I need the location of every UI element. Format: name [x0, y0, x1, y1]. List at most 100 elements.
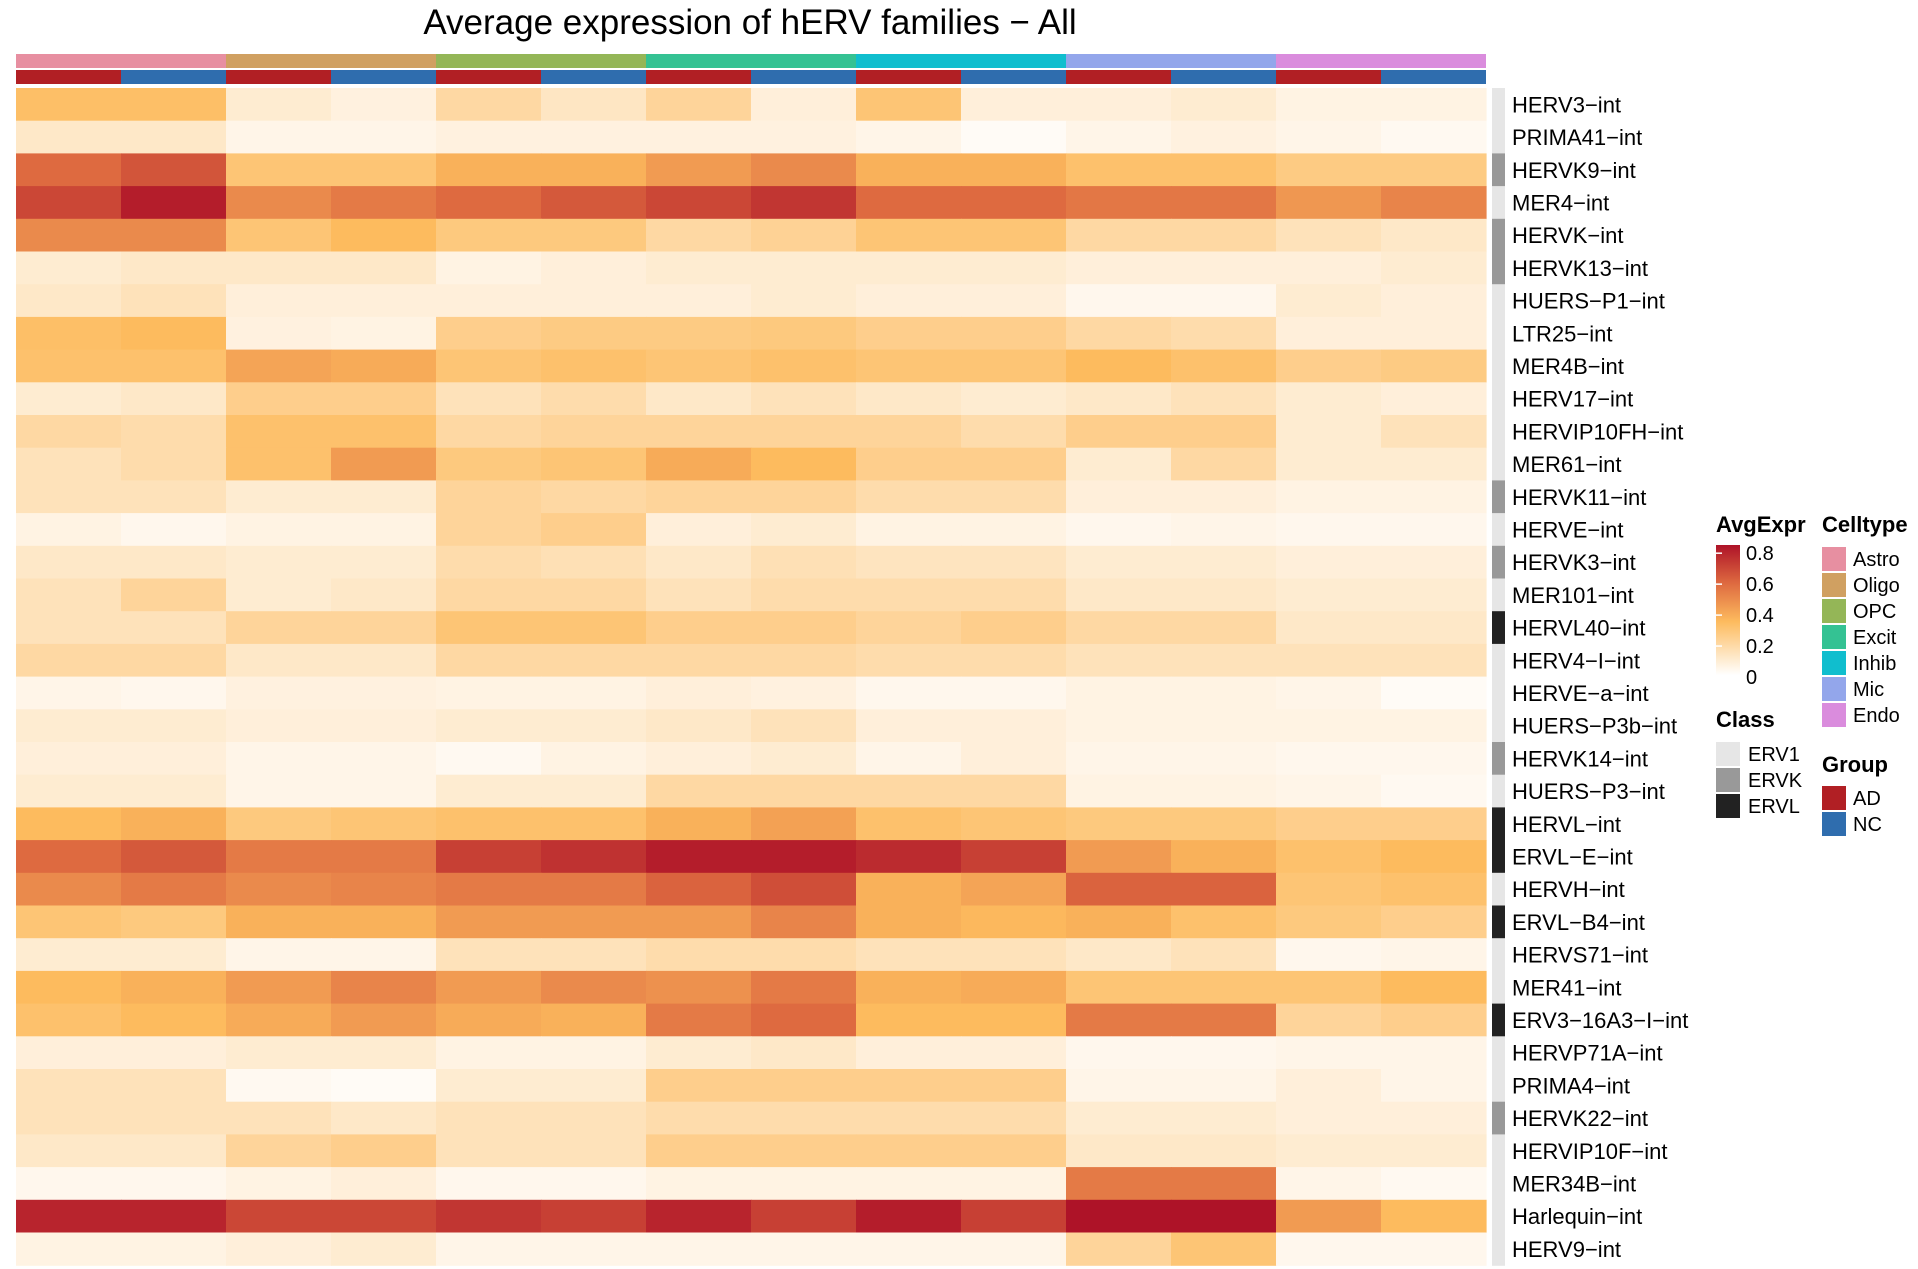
class-bar-cell — [1492, 938, 1505, 972]
heatmap-cell — [1276, 316, 1382, 351]
heatmap-cell — [1381, 1069, 1487, 1103]
celltype-key-swatch — [1822, 677, 1846, 701]
heatmap-cell — [226, 905, 332, 939]
heatmap-cell — [646, 578, 752, 612]
celltype-bar-cell — [121, 54, 226, 68]
heatmap-cell — [961, 774, 1067, 808]
heatmap-cell — [646, 840, 752, 874]
class-bar-cell — [1492, 316, 1505, 351]
heatmap-cell — [1276, 1199, 1382, 1234]
row-label: HERVK14−int — [1512, 746, 1648, 771]
heatmap-cell — [121, 88, 227, 122]
heatmap-cell — [961, 872, 1067, 907]
heatmap-cell — [751, 480, 857, 514]
group-bar-cell — [1381, 70, 1486, 84]
class-bar-cell — [1492, 905, 1505, 939]
heatmap-cell — [1276, 349, 1382, 383]
heatmap-cell — [541, 382, 647, 416]
heatmap-cell — [16, 415, 122, 449]
heatmap-cell — [856, 1167, 962, 1201]
heatmap-cell — [16, 807, 122, 841]
heatmap-cell — [856, 1069, 962, 1103]
group-bar-cell — [16, 70, 121, 84]
heatmap-cell — [751, 513, 857, 547]
row-label: HERVS71−int — [1512, 943, 1648, 968]
heatmap-cell — [751, 88, 857, 122]
heatmap-cell — [436, 120, 542, 154]
group-bar-cell — [121, 70, 226, 84]
row-label: HERV17−int — [1512, 387, 1633, 412]
heatmap-cell — [436, 709, 542, 743]
heatmap-cell — [541, 1232, 647, 1266]
heatmap-cell — [751, 218, 857, 253]
heatmap-cell — [961, 1101, 1067, 1135]
class-bar-cell — [1492, 611, 1505, 645]
heatmap-cell — [436, 1167, 542, 1201]
heatmap-cell — [16, 578, 122, 612]
heatmap-cell — [541, 1003, 647, 1037]
heatmap-cell — [751, 774, 857, 808]
heatmap-cell — [646, 1199, 752, 1234]
class-legend: Class ERV1 ERVK ERVL — [1716, 707, 1803, 818]
heatmap-cell — [1171, 1101, 1277, 1135]
heatmap-cell — [16, 676, 122, 710]
heatmap-cell — [436, 284, 542, 318]
heatmap-cell — [331, 1199, 437, 1234]
class-bar-cell — [1492, 840, 1505, 874]
heatmap-cell — [646, 382, 752, 416]
heatmap-cell — [856, 774, 962, 808]
heatmap-cell — [856, 1199, 962, 1234]
class-bar-cell — [1492, 807, 1505, 841]
class-key-swatch — [1716, 794, 1740, 818]
heatmap-cell — [1066, 545, 1172, 580]
heatmap-cell — [436, 382, 542, 416]
heatmap-cell — [16, 1003, 122, 1037]
avgexpr-tick-label: 0.4 — [1746, 605, 1774, 627]
heatmap-cell — [751, 316, 857, 351]
heatmap-cell — [1276, 905, 1382, 939]
group-bar-cell — [751, 70, 856, 84]
class-bar-cell — [1492, 480, 1505, 514]
heatmap-cell — [961, 88, 1067, 122]
heatmap-cell — [121, 316, 227, 351]
heatmap-cell — [16, 1036, 122, 1070]
heatmap-cell — [121, 545, 227, 580]
heatmap-cell — [856, 578, 962, 612]
heatmap-cell — [541, 807, 647, 841]
heatmap-cell — [1171, 120, 1277, 154]
heatmap-cell — [121, 284, 227, 318]
heatmap-cell — [226, 643, 332, 678]
heatmap-cell — [856, 349, 962, 383]
heatmap-cell — [121, 1134, 227, 1168]
heatmap-cell — [436, 938, 542, 972]
class-bar-cell — [1492, 251, 1505, 285]
heatmap-cell — [226, 1003, 332, 1037]
row-label: HERVK13−int — [1512, 256, 1648, 281]
heatmap-cell — [226, 774, 332, 808]
heatmap-cell — [436, 676, 542, 710]
heatmap-cell — [436, 480, 542, 514]
heatmap-cell — [121, 447, 227, 481]
heatmap-cell — [1066, 840, 1172, 874]
heatmap-cell — [331, 218, 437, 253]
heatmap-cell — [331, 447, 437, 481]
heatmap-cell — [16, 742, 122, 776]
heatmap-cell — [121, 480, 227, 514]
heatmap-cell — [1276, 545, 1382, 580]
heatmap-cell — [856, 153, 962, 187]
celltype-key-label: Mic — [1853, 679, 1884, 701]
heatmap-cell — [646, 938, 752, 972]
heatmap-cell — [226, 676, 332, 710]
heatmap-cell — [1171, 676, 1277, 710]
heatmap-cell — [436, 251, 542, 285]
heatmap-cell — [436, 153, 542, 187]
heatmap-cell — [751, 284, 857, 318]
heatmap-cell — [1171, 513, 1277, 547]
heatmap-cell — [961, 251, 1067, 285]
heatmap-cell — [1276, 382, 1382, 416]
heatmap-cell — [121, 349, 227, 383]
heatmap-cell — [1381, 513, 1487, 547]
heatmap-cell — [541, 545, 647, 580]
heatmap-cell — [436, 545, 542, 580]
